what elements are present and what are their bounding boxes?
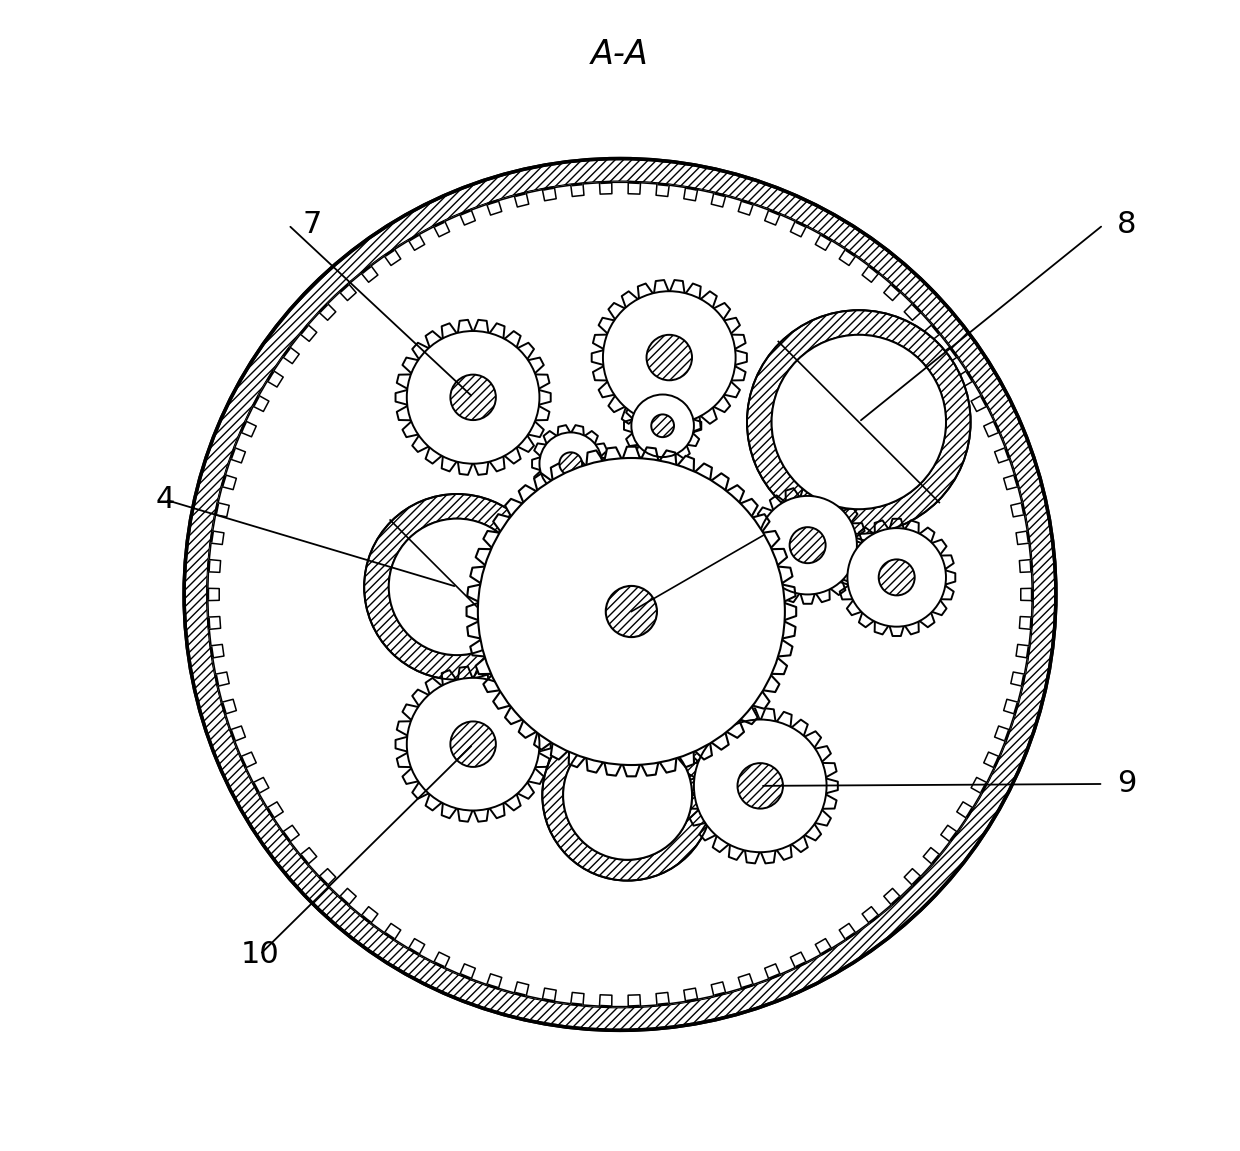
Circle shape xyxy=(184,159,1056,1030)
Circle shape xyxy=(646,335,692,380)
Polygon shape xyxy=(548,649,625,726)
Circle shape xyxy=(542,710,713,881)
Text: A-A: A-A xyxy=(591,38,649,71)
Circle shape xyxy=(759,496,857,594)
Circle shape xyxy=(771,335,946,509)
Polygon shape xyxy=(624,387,702,464)
Circle shape xyxy=(694,719,827,852)
Polygon shape xyxy=(838,519,955,637)
Circle shape xyxy=(208,182,1032,1007)
Circle shape xyxy=(631,395,694,457)
Circle shape xyxy=(706,686,728,708)
Circle shape xyxy=(603,291,735,424)
Circle shape xyxy=(746,310,971,534)
Polygon shape xyxy=(396,320,551,475)
Circle shape xyxy=(563,731,692,860)
Text: 7: 7 xyxy=(303,211,321,239)
Polygon shape xyxy=(396,666,551,822)
Circle shape xyxy=(575,676,598,699)
Circle shape xyxy=(686,665,748,729)
Polygon shape xyxy=(466,447,796,776)
Text: 9: 9 xyxy=(1117,770,1137,799)
Circle shape xyxy=(556,656,618,718)
Circle shape xyxy=(606,586,657,638)
Circle shape xyxy=(847,528,946,626)
Circle shape xyxy=(407,331,539,464)
Circle shape xyxy=(450,722,496,767)
Circle shape xyxy=(790,527,826,563)
Circle shape xyxy=(389,519,526,655)
Polygon shape xyxy=(678,658,755,735)
Circle shape xyxy=(879,559,915,595)
Circle shape xyxy=(559,452,582,475)
Polygon shape xyxy=(532,425,609,502)
Circle shape xyxy=(365,494,549,680)
Circle shape xyxy=(477,458,785,765)
Polygon shape xyxy=(208,182,1032,1007)
Circle shape xyxy=(539,433,601,495)
Circle shape xyxy=(738,763,782,809)
Text: 8: 8 xyxy=(1117,211,1137,239)
Circle shape xyxy=(407,678,539,810)
Circle shape xyxy=(450,374,496,420)
Polygon shape xyxy=(683,708,838,863)
Text: 10: 10 xyxy=(241,940,279,969)
Polygon shape xyxy=(591,280,746,435)
Polygon shape xyxy=(749,487,867,604)
Text: 4: 4 xyxy=(155,486,175,514)
Circle shape xyxy=(651,414,675,437)
